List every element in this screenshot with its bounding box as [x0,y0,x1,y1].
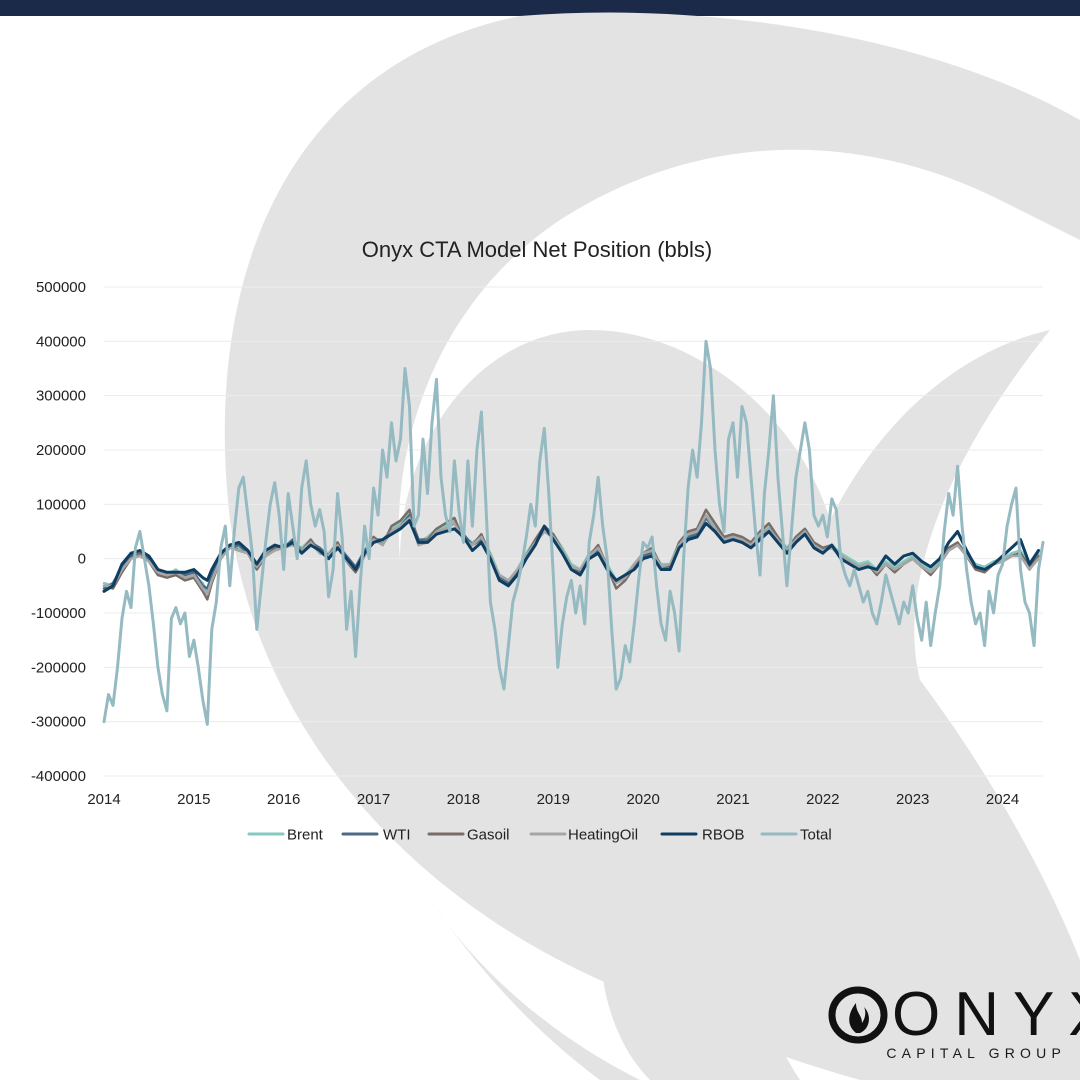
y-tick-label: 500000 [36,279,86,296]
chart-title: Onyx CTA Model Net Position (bbls) [362,237,713,262]
legend: Brent WTI Gasoil HeatingOil RBOB Total [247,827,832,844]
legend-entry: Total [800,827,832,844]
legend-entry: Gasoil [467,827,510,844]
y-tick-label: 300000 [36,388,86,405]
x-tick-label: 2018 [447,791,480,808]
x-tick-label: 2020 [626,791,659,808]
onyx-logo: ONYX CAPITAL GROUP [826,980,1080,1075]
x-tick-label: 2019 [537,791,570,808]
logo-wordmark: ONYX [892,980,1080,1049]
legend-entry: HeatingOil [568,827,638,844]
series-line-total [102,339,1045,726]
gridlines [104,286,1043,777]
x-tick-label: 2022 [806,791,839,808]
y-tick-label: 200000 [36,442,86,459]
series-lines [102,339,1045,726]
y-tick-label: -100000 [31,605,86,622]
top-bar [0,0,1080,16]
y-tick-label: -200000 [31,659,86,676]
y-tick-label: 400000 [36,333,86,350]
x-tick-label: 2017 [357,791,390,808]
flame-o-icon [828,986,888,1044]
legend-entry: WTI [383,827,411,844]
x-tick-label: 2024 [986,791,1019,808]
x-tick-label: 2015 [177,791,210,808]
x-tick-label: 2023 [896,791,929,808]
y-tick-label: -400000 [31,768,86,785]
x-axis-tick-labels: 2014 2015 2016 2017 2018 2019 2020 2021 2022 2023… [87,791,1019,808]
y-axis-tick-labels: 500000 400000 300000 200000 100000 0 -100000 -2… [31,279,86,785]
logo-subtitle: CAPITAL GROUP [886,1045,1066,1061]
legend-entry: Brent [287,827,324,844]
x-tick-label: 2014 [87,791,120,808]
y-tick-label: 100000 [36,496,86,513]
y-tick-label: -300000 [31,714,86,731]
legend-entry: RBOB [702,827,745,844]
x-tick-label: 2021 [716,791,749,808]
y-tick-label: 0 [78,551,86,568]
x-tick-label: 2016 [267,791,300,808]
